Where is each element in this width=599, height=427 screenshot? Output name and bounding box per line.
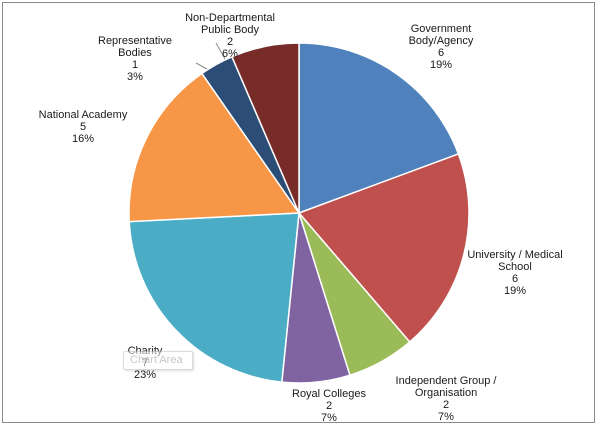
pie-chart[interactable]: Government Body/Agency 6 19% University / Me… — [3, 3, 596, 424]
data-label-national-academy: National Academy 5 16% — [39, 109, 128, 145]
chart-area-tooltip: Chart Area — [123, 351, 193, 370]
data-label-royal-colleges: Royal Colleges 2 7% — [292, 388, 366, 424]
data-label-representative-bodies: Representative Bodies 1 3% — [98, 35, 172, 83]
pie-slice-non-departmental-public-body[interactable] — [230, 42, 300, 214]
pie-slice-government-body-agency[interactable] — [298, 42, 460, 215]
data-label-university-medical-school: University / Medical School 6 19% — [467, 249, 562, 297]
leader-line — [195, 62, 208, 70]
leader-line — [215, 42, 226, 60]
pie-slice-university-medical-school[interactable] — [297, 152, 470, 344]
pie-slice-charity[interactable] — [128, 212, 300, 383]
data-label-non-departmental-public-body: Non-Departmental Public Body 2 6% — [185, 12, 275, 60]
data-label-independent-group-organisation: Independent Group / Organisation 2 7% — [396, 375, 498, 423]
data-label-government-body-agency: Government Body/Agency 6 19% — [409, 23, 474, 71]
pie-slice-national-academy[interactable] — [128, 72, 301, 223]
